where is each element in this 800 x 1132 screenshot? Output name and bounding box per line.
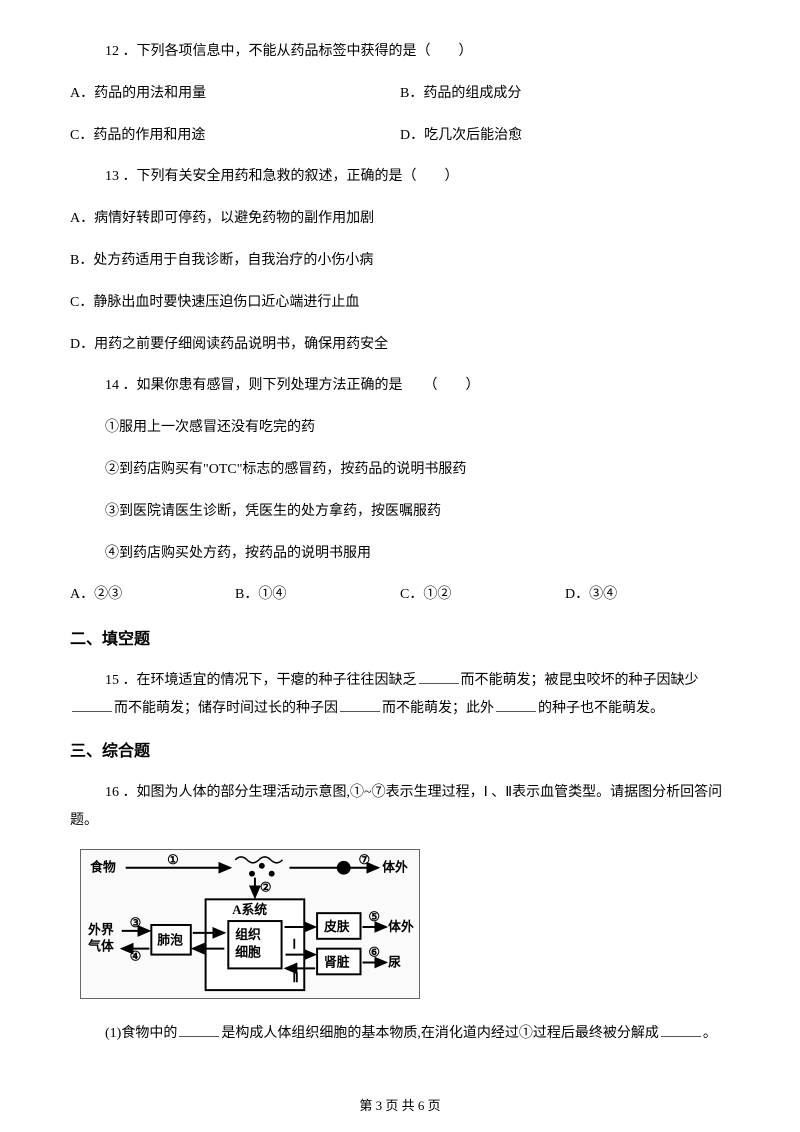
label-I: Ⅰ	[292, 938, 296, 952]
q16-sub1: (1)食物中的 是构成人体组织细胞的基本物质,在消化道内经过①过程后最终被分解成 。	[70, 1020, 730, 1048]
q14-stem: 14 ．如果你患有感冒，则下列处理方法正确的是 （ ）	[70, 374, 730, 398]
q14-options-row: A．②③ B．①④ C．①② D．③④	[70, 583, 730, 607]
q15-part2: 而不能萌发；被昆虫咬坏的种子因缺少	[461, 673, 699, 688]
label-kidney: 肾脏	[324, 955, 350, 970]
label-n3: ③	[130, 916, 142, 930]
q14-statement-2: ②到药店购买有"OTC"标志的感冒药，按药品的说明书服药	[70, 458, 730, 482]
label-n5: ⑤	[368, 910, 380, 924]
blank-field[interactable]	[179, 1023, 219, 1037]
label-outside-1: 体外	[382, 860, 408, 875]
q14-option-b: B．①④	[235, 583, 400, 607]
label-n7: ⑦	[359, 853, 371, 867]
q12-row-ab: A．药品的用法和用量 B．药品的组成成分	[70, 82, 730, 106]
q13-stem: 13 ．下列有关安全用药和急救的叙述，正确的是（ ）	[70, 165, 730, 189]
q14-statement-4: ④到药店购买处方药，按药品的说明书服用	[70, 542, 730, 566]
q13-option-b: B．处方药适用于自我诊断，自我治疗的小伤小病	[70, 249, 730, 273]
page-footer: 第 3 页 共 6 页	[0, 1095, 800, 1114]
q12-option-c: C．药品的作用和用途	[70, 124, 400, 148]
blank-field[interactable]	[340, 698, 380, 712]
blank-field[interactable]	[661, 1023, 701, 1037]
label-system: A系统	[232, 902, 267, 917]
q12-option-d: D．吃几次后能治愈	[400, 124, 730, 148]
label-tissue2: 细胞	[235, 945, 261, 960]
q14-option-c: C．①②	[400, 583, 565, 607]
blank-field[interactable]	[72, 698, 112, 712]
label-extgas1: 外界	[88, 922, 114, 937]
q16-sub1-p2: 是构成人体组织细胞的基本物质,在消化道内经过①过程后最终被分解成	[221, 1026, 659, 1041]
q14-statement-3: ③到医院请医生诊断，凭医生的处方拿药，按医嘱服药	[70, 500, 730, 524]
q12-stem: 12 ．下列各项信息中，不能从药品标签中获得的是（ ）	[70, 40, 730, 64]
physiology-diagram: 食物 ① ⑦ 体外 ② A系统 组织 细胞 外界 气体 肺泡 ③ ④	[80, 849, 730, 1004]
label-tissue1: 组织	[235, 927, 261, 942]
q16-sub1-p1: (1)食物中的	[105, 1026, 177, 1041]
q12-row-cd: C．药品的作用和用途 D．吃几次后能治愈	[70, 124, 730, 148]
blank-field[interactable]	[419, 670, 459, 684]
q15-text: 15 ．在环境适宜的情况下，干瘪的种子往往因缺乏 而不能萌发；被昆虫咬坏的种子因缺…	[70, 667, 730, 723]
label-n6: ⑥	[368, 946, 380, 960]
section-2-heading: 二、填空题	[70, 625, 730, 649]
blank-field[interactable]	[496, 698, 536, 712]
label-n1: ①	[167, 853, 179, 867]
label-II: Ⅱ	[292, 971, 298, 985]
q15-part3: 而不能萌发；储存时间过长的种子因	[114, 701, 338, 716]
label-n4: ④	[130, 950, 142, 964]
q14-statement-1: ①服用上一次感冒还没有吃完的药	[70, 416, 730, 440]
label-outside-2: 体外	[388, 919, 414, 934]
q15-part1: 15 ．在环境适宜的情况下，干瘪的种子往往因缺乏	[105, 673, 417, 688]
q16-stem: 16 ．如图为人体的部分生理活动示意图,①~⑦表示生理过程，Ⅰ 、Ⅱ表示血管类型…	[70, 779, 730, 835]
q15-part5: 的种子也不能萌发。	[538, 701, 664, 716]
q16-sub1-p3: 。	[703, 1026, 717, 1041]
label-food: 食物	[90, 860, 116, 875]
label-lung: 肺泡	[157, 933, 183, 948]
q13-option-c: C．静脉出血时要快速压迫伤口近心端进行止血	[70, 291, 730, 315]
label-n2: ②	[260, 881, 272, 895]
q13-option-d: D．用药之前要仔细阅读药品说明书，确保用药安全	[70, 333, 730, 357]
section-3-heading: 三、综合题	[70, 737, 730, 761]
label-extgas2: 气体	[88, 939, 114, 954]
q13-option-a: A．病情好转即可停药，以避免药物的副作用加剧	[70, 207, 730, 231]
q12-option-a: A．药品的用法和用量	[70, 82, 400, 106]
q12-option-b: B．药品的组成成分	[400, 82, 730, 106]
q14-option-a: A．②③	[70, 583, 235, 607]
q14-option-d: D．③④	[565, 583, 730, 607]
label-urine: 尿	[388, 956, 401, 970]
q15-part4: 而不能萌发；此外	[382, 701, 494, 716]
label-skin: 皮肤	[323, 919, 350, 934]
